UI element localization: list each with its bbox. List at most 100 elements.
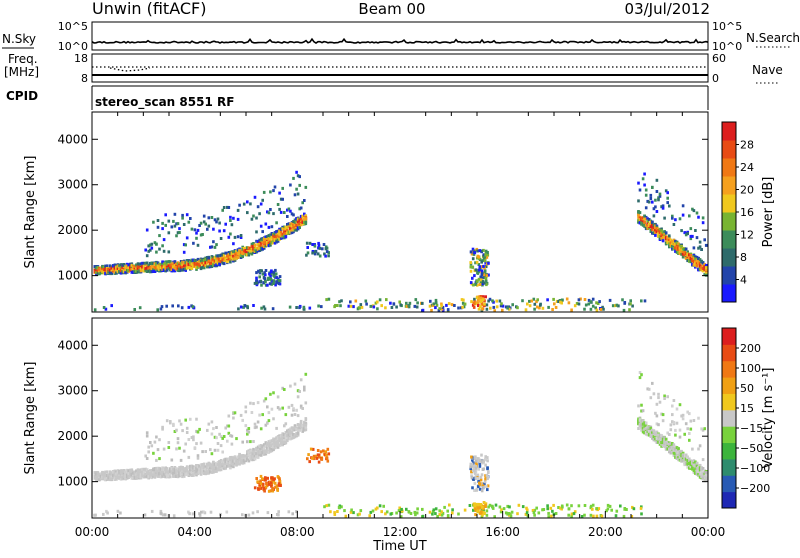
range-gate-cell <box>416 301 419 305</box>
range-gate-cell <box>258 453 261 457</box>
range-gate-cell <box>202 220 206 224</box>
range-gate-cell <box>678 248 682 252</box>
range-gate-cell <box>446 308 450 312</box>
range-gate-cell <box>258 249 261 252</box>
range-gate-cell <box>302 305 306 309</box>
range-gate-cell <box>413 510 417 514</box>
range-gate-cell <box>107 267 110 271</box>
range-gate-cell <box>485 509 489 513</box>
range-gate-cell <box>570 512 574 516</box>
nsky-top-tick: 10^5 <box>58 20 88 33</box>
range-gate-cell <box>124 471 127 475</box>
range-gate-cell <box>139 269 143 273</box>
range-gate-cell <box>187 265 191 269</box>
range-gate-cell <box>98 475 101 479</box>
range-gate-cell <box>182 243 186 247</box>
range-gate-cell <box>116 475 120 479</box>
range-gate-cell <box>526 302 529 306</box>
range-gate-cell <box>147 249 150 253</box>
range-gate-cell <box>482 501 486 505</box>
range-gate-cell <box>295 170 298 174</box>
range-gate-cell <box>598 300 601 304</box>
range-gate-cell <box>99 474 103 478</box>
range-gate-cell <box>191 305 195 309</box>
range-gate-cell <box>573 510 577 514</box>
range-gate-cell <box>681 454 685 458</box>
range-gate-cell <box>275 230 278 234</box>
range-gate-cell <box>476 473 480 477</box>
range-gate-cell <box>611 304 615 308</box>
range-gate-cell <box>156 268 160 272</box>
x-tick-label: 04:00 <box>177 525 212 539</box>
range-gate-cell <box>267 276 271 280</box>
range-gate-cell <box>675 248 679 251</box>
range-gate-cell <box>701 221 705 225</box>
range-gate-cell <box>202 472 206 475</box>
range-gate-cell <box>554 306 558 309</box>
range-gate-cell <box>119 263 123 267</box>
nsearch-top-tick: 10^5 <box>712 20 742 33</box>
range-gate-cell <box>660 434 663 437</box>
range-gate-cell <box>212 465 215 469</box>
range-gate-cell <box>232 250 235 254</box>
range-gate-cell <box>473 481 477 485</box>
range-gate-cell <box>229 257 232 261</box>
range-gate-cell <box>470 455 473 459</box>
range-gate-cell <box>284 422 288 426</box>
range-gate-cell <box>637 213 640 217</box>
range-gate-cell <box>660 412 663 416</box>
range-gate-cell <box>274 268 277 272</box>
range-gate-cell <box>236 252 240 255</box>
range-gate-cell <box>201 233 204 236</box>
range-gate-cell <box>212 427 215 431</box>
range-gate-cell <box>279 439 283 443</box>
range-gate-cell <box>507 512 510 515</box>
range-gate-cell <box>230 223 234 227</box>
range-gate-cell <box>654 224 657 228</box>
colorbar-swatch <box>722 426 736 444</box>
range-gate-cell <box>674 455 677 459</box>
range-gate-cell <box>658 230 662 234</box>
range-gate-cell <box>479 478 483 482</box>
range-gate-cell <box>469 269 473 273</box>
range-gate-cell <box>199 267 203 271</box>
range-gate-cell <box>121 477 124 481</box>
range-gate-cell <box>492 305 496 309</box>
range-gate-cell <box>677 451 680 455</box>
range-gate-cell <box>264 239 268 243</box>
range-gate-cell <box>640 423 643 427</box>
range-gate-cell <box>649 426 653 430</box>
range-gate-cell <box>153 471 157 475</box>
range-gate-cell <box>113 270 117 274</box>
range-gate-cell <box>290 212 294 216</box>
range-gate-cell <box>289 209 292 213</box>
colorbar-tick-label: 15 <box>740 402 754 415</box>
range-gate-cell <box>161 469 164 473</box>
range-gate-cell <box>216 448 220 452</box>
range-gate-cell <box>132 268 135 272</box>
range-gate-cell <box>691 256 694 260</box>
range-gate-cell <box>570 308 573 312</box>
range-gate-cell <box>244 248 248 252</box>
x-tick-label: 00:00 <box>75 525 110 539</box>
range-gate-cell <box>238 452 241 456</box>
colorbar-tick-label: 200 <box>740 342 761 355</box>
range-gate-cell <box>652 392 656 396</box>
range-gate-cell <box>675 454 679 458</box>
range-gate-cell <box>533 508 537 512</box>
range-gate-cell <box>167 267 171 271</box>
range-gate-cell <box>136 471 140 475</box>
range-gate-cell <box>661 204 665 208</box>
range-gate-cell <box>101 269 104 273</box>
range-gate-cell <box>688 466 691 470</box>
range-gate-cell <box>695 461 699 465</box>
range-gate-cell <box>270 225 274 229</box>
range-gate-cell <box>587 298 591 302</box>
range-gate-cell <box>660 437 663 441</box>
range-gate-cell <box>193 264 197 268</box>
range-gate-cell <box>96 272 100 276</box>
range-gate-cell <box>244 410 248 414</box>
range-gate-cell <box>644 217 648 221</box>
range-gate-cell <box>236 459 240 463</box>
range-gate-cell <box>572 512 576 516</box>
